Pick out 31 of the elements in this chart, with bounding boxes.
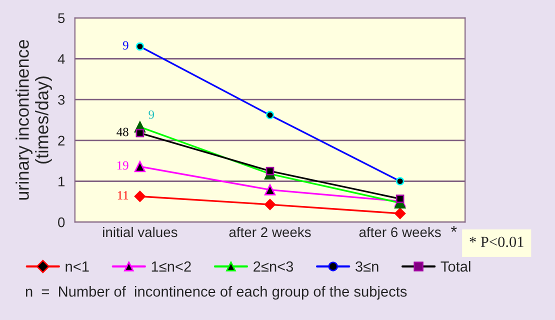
- text: n = Number of incontinence of each group of the subjects: [26, 286, 407, 300]
- y-tick-label: 4: [58, 54, 65, 64]
- x-tick-label: after 6 weeks: [359, 226, 441, 238]
- annotation: 48: [116, 128, 128, 136]
- point: [264, 184, 276, 196]
- legend-label: 1≤n<2: [152, 261, 191, 272]
- y-axis-title: urinary incontinence (times/day): [16, 40, 52, 200]
- point: [264, 198, 276, 210]
- point: [396, 194, 404, 203]
- y-tick-label: 2: [58, 136, 65, 146]
- y-tick-label: 3: [58, 94, 65, 105]
- y-tick-label: 5: [58, 13, 65, 24]
- legend-label: n<1: [66, 262, 89, 272]
- legend-label: 2≤n<3: [254, 261, 294, 272]
- x-tick-label: after 2 weeks: [229, 226, 311, 238]
- y-tick-label: 0: [58, 217, 65, 228]
- point: [134, 190, 146, 202]
- point: [266, 166, 274, 176]
- annotation: 11: [118, 191, 128, 200]
- text: *: [450, 226, 457, 232]
- annotation: 9: [122, 41, 128, 50]
- legend-label: Total: [440, 260, 470, 272]
- point: [134, 160, 146, 172]
- x-tick-label: initial values: [103, 226, 178, 238]
- annotation: 19: [117, 161, 128, 170]
- point: [394, 208, 406, 220]
- point: [136, 128, 144, 138]
- y-tick-label: 1: [58, 176, 65, 186]
- text: * P<0.01: [470, 236, 524, 248]
- annotation: 9: [148, 110, 154, 119]
- legend-label: 3≤n: [356, 261, 378, 272]
